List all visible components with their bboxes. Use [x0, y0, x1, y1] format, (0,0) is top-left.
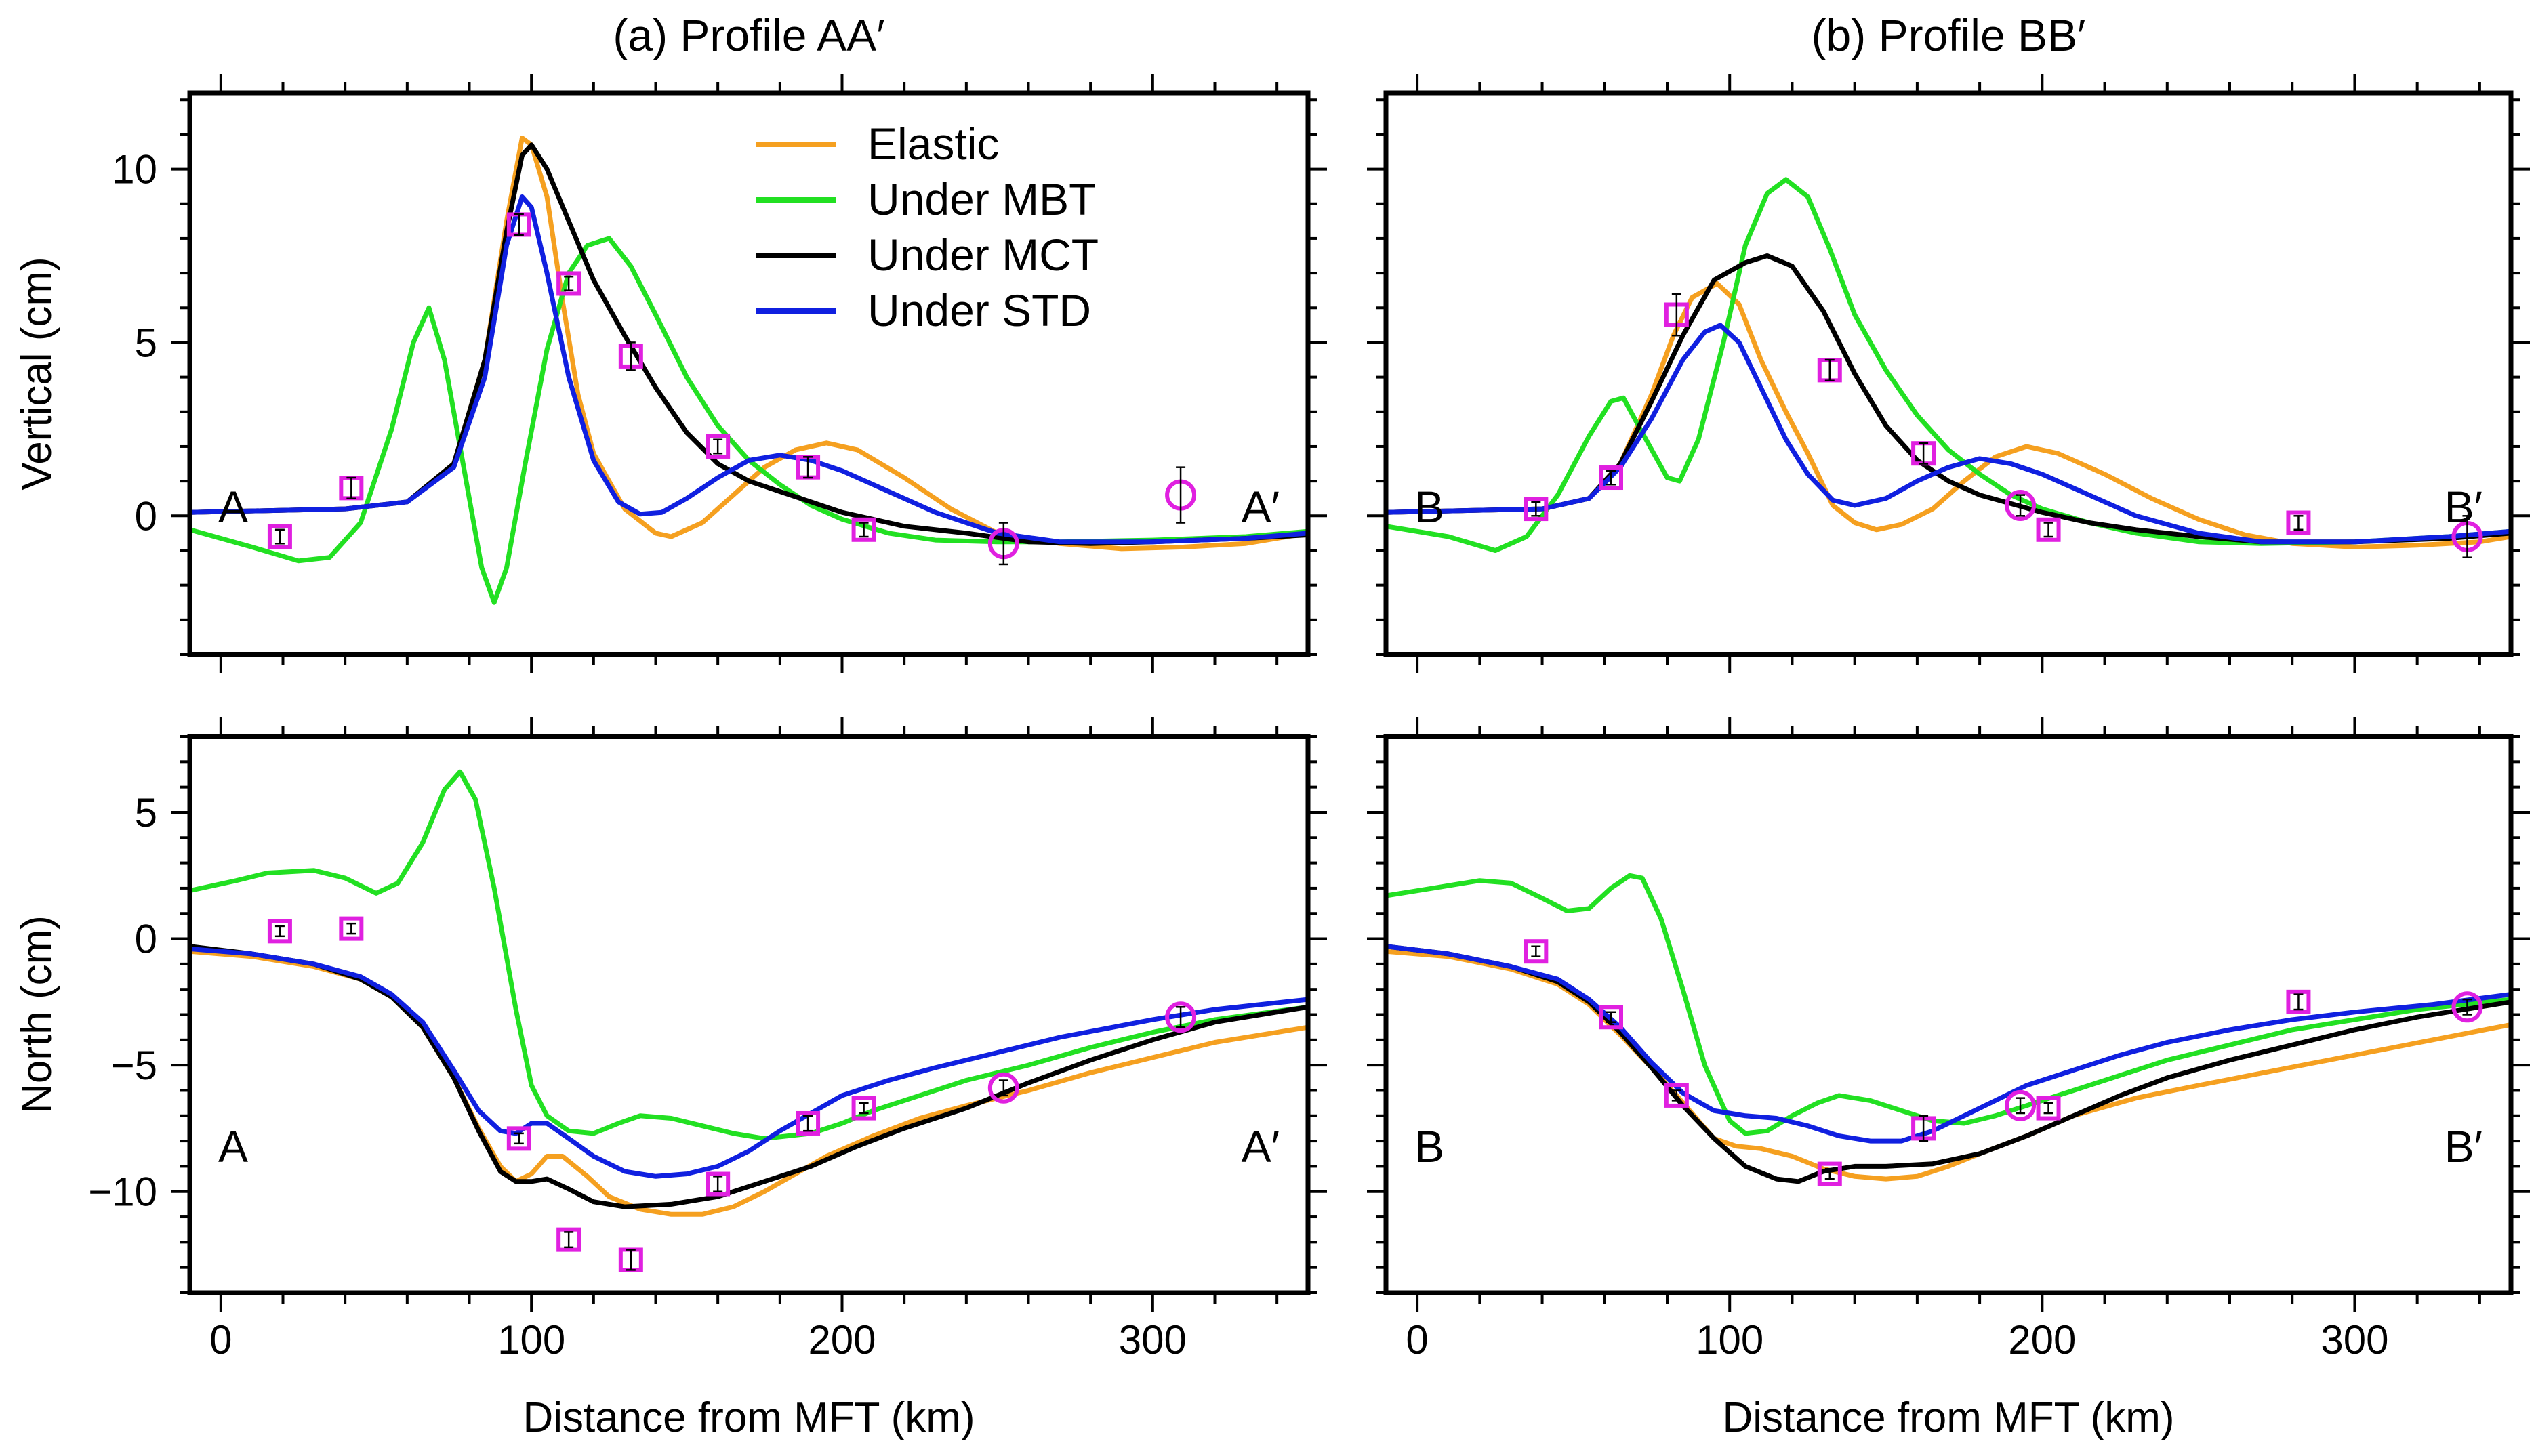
corner-label-right: B′ — [2445, 482, 2482, 532]
observation-square — [706, 434, 731, 459]
series-line-under-std — [1386, 323, 2511, 545]
observation-square — [706, 1171, 731, 1197]
x-tick-label: 100 — [497, 1317, 565, 1363]
series-line-under-mbt — [1386, 873, 2511, 1136]
panel-north-bb: 0 100 200 300 Distance from MFT (km) B B′ — [1367, 717, 2530, 1441]
observation-square — [2286, 989, 2311, 1014]
series-line-under-mct — [1386, 944, 2511, 1184]
x-axis-label: Distance from MFT (km) — [1722, 1394, 2174, 1441]
legend-label: Under STD — [867, 285, 1091, 335]
observation-circle — [2451, 991, 2483, 1023]
observation-square — [2036, 517, 2061, 542]
series-group — [190, 136, 1308, 605]
x-axis-label: Distance from MFT (km) — [523, 1394, 975, 1441]
series-line-elastic — [190, 136, 1308, 552]
observation-square — [1524, 497, 1549, 522]
corner-label-right: B′ — [2445, 1121, 2482, 1171]
observations — [1524, 939, 2483, 1186]
series-group — [1386, 873, 2511, 1184]
observation-square — [1664, 1083, 1689, 1108]
observation-square — [556, 1227, 581, 1252]
series-line-under-mbt — [1386, 177, 2511, 553]
observation-square — [506, 1126, 531, 1151]
corner-label-right: A′ — [1242, 482, 1280, 532]
corner-label-right: A′ — [1242, 1121, 1280, 1171]
corner-label-left: A — [218, 1121, 248, 1171]
series-line-under-std — [190, 194, 1308, 545]
observation-square — [2286, 510, 2311, 535]
y-tick-label: 0 — [135, 917, 157, 962]
panel-title: (a) Profile AA′ — [613, 10, 884, 60]
series-line-elastic — [1386, 281, 2511, 549]
corner-label-left: B — [1414, 482, 1444, 532]
series-line-elastic — [190, 949, 1308, 1217]
series-line-under-std — [1386, 944, 2511, 1144]
series-line-under-mct — [190, 944, 1308, 1209]
plot-frame — [187, 734, 1311, 1295]
corner-label-left: B — [1414, 1121, 1444, 1171]
plot-frame — [187, 90, 1311, 657]
observation-square — [1817, 1161, 1842, 1186]
y-tick-label: −10 — [88, 1169, 157, 1215]
x-tick-label: 0 — [209, 1317, 232, 1363]
ticks — [171, 74, 1327, 673]
y-tick-label: −5 — [111, 1043, 157, 1088]
observation-circle — [1165, 1001, 1197, 1033]
observation-square — [1599, 465, 1623, 491]
observation-square — [2036, 1096, 2061, 1121]
series-line-under-mbt — [190, 769, 1308, 1141]
observation-square — [1524, 939, 1549, 964]
panel-title: (b) Profile BB′ — [1812, 10, 2086, 60]
series-group — [1386, 177, 2511, 553]
x-tick-label: 100 — [1696, 1317, 1763, 1363]
observation-square — [267, 919, 292, 944]
series-group — [190, 769, 1308, 1217]
y-axis-label: North (cm) — [14, 915, 60, 1114]
ticks — [1367, 717, 2530, 1312]
x-tick-label: 200 — [2008, 1317, 2076, 1363]
y-tick-label: 0 — [135, 493, 157, 539]
observation-square — [1599, 1005, 1623, 1030]
observation-square — [339, 916, 364, 941]
y-tick-label: 5 — [135, 790, 157, 835]
observations — [267, 212, 1197, 566]
series-line-under-mct — [1386, 253, 2511, 545]
legend-label: Under MBT — [867, 174, 1096, 224]
corner-label-left: A — [218, 482, 248, 532]
observations — [267, 916, 1197, 1272]
observation-square — [796, 1110, 821, 1136]
observation-square — [851, 517, 876, 542]
y-axis-label: Vertical (cm) — [14, 257, 60, 490]
plot-frame — [1383, 90, 2514, 657]
observations — [1524, 293, 2483, 558]
legend-label: Elastic — [867, 119, 999, 169]
observation-circle — [987, 1072, 1019, 1104]
legend-label: Under MCT — [867, 230, 1099, 280]
series-line-under-std — [190, 947, 1308, 1179]
observation-square — [851, 1096, 876, 1121]
panel-vertical-aa: 0 5 10 Vertical (cm) (a) Profile AA′ A A′ — [14, 10, 1327, 673]
x-tick-label: 0 — [1406, 1317, 1428, 1363]
observation-circle — [2005, 1089, 2037, 1121]
series-line-under-mbt — [190, 236, 1308, 605]
x-tick-label: 300 — [1119, 1317, 1187, 1363]
x-tick-label: 200 — [808, 1317, 876, 1363]
observation-circle — [2005, 489, 2037, 521]
observation-square — [556, 271, 581, 296]
series-line-elastic — [1386, 949, 2511, 1182]
observation-square — [267, 524, 292, 549]
panel-vertical-bb: (b) Profile BB′ B B′ — [1367, 10, 2530, 673]
y-tick-label: 5 — [135, 320, 157, 365]
x-tick-label: 300 — [2321, 1317, 2388, 1363]
ticks — [1367, 74, 2530, 673]
y-tick-label: 10 — [112, 147, 157, 192]
ticks — [171, 717, 1327, 1312]
